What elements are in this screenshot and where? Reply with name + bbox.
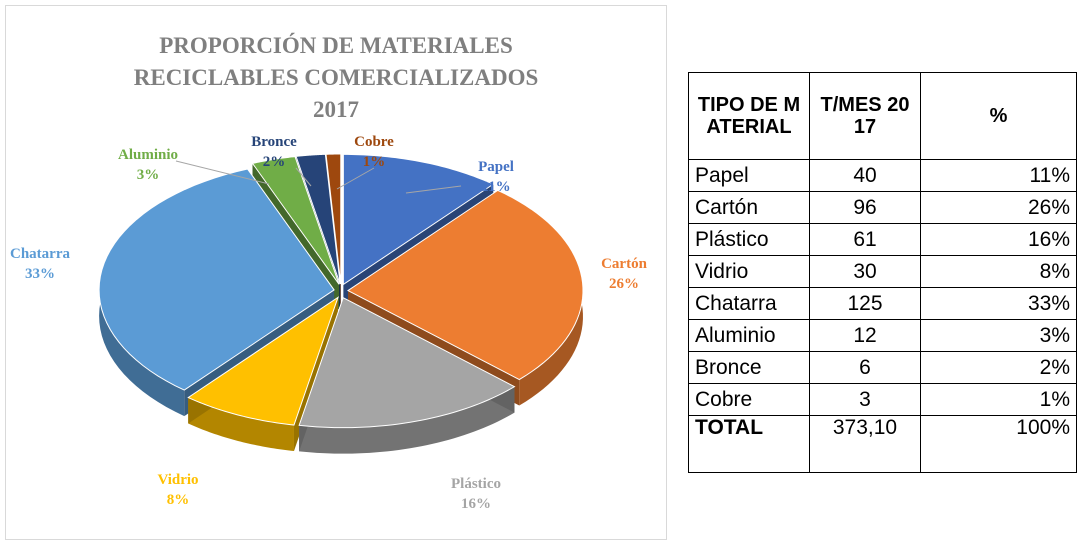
slice [251, 156, 340, 285]
table-cell: 8% [920, 255, 1077, 288]
data-label-value: 1% [363, 154, 386, 170]
table-cell: 61 [809, 223, 921, 256]
table-cell: 33% [920, 287, 1077, 320]
slice [298, 296, 516, 429]
table-row: Vidrio 30 8% [688, 255, 1077, 288]
data-label-name: Papel [478, 159, 514, 175]
table-row: Aluminio 12 3% [688, 319, 1077, 352]
table-cell: Aluminio [688, 319, 810, 352]
chart-area: Papel 11% Cartón 26% Plástico 16% Vidrio 8% Chat… [5, 5, 667, 540]
table-row: Plástico 61 16% [688, 223, 1077, 256]
table-cell: 40 [809, 159, 921, 192]
table-cell: 100% [920, 415, 1077, 473]
data-label-name: Plástico [451, 476, 501, 492]
table-cell: 12 [809, 319, 921, 352]
chart: Papel 11% Cartón 26% Plástico 16% Vidrio 8% Chat… [10, 134, 648, 512]
slice-side [299, 386, 515, 454]
table-row: Papel 40 11% [688, 159, 1077, 192]
header-cell: T/MES 2017 [809, 72, 921, 160]
table-cell: Chatarra [688, 287, 810, 320]
table-cell: 125 [809, 287, 921, 320]
leader-line [295, 167, 312, 187]
data-label-value: 33% [25, 266, 55, 282]
slice [347, 189, 584, 381]
data-label-value: 11% [481, 179, 510, 195]
data-label-name: Vidrio [157, 472, 198, 488]
leader-line [175, 160, 270, 185]
table-cell: 16% [920, 223, 1077, 256]
table-cell: 3 [809, 383, 921, 416]
slice [187, 296, 339, 426]
table-cell: Cobre [688, 383, 810, 416]
table-cell: 1% [920, 383, 1077, 416]
header-cell: % [920, 72, 1077, 160]
table-cell: 96 [809, 191, 921, 224]
table-cell: Bronce [688, 351, 810, 384]
table-cell: 3% [920, 319, 1077, 352]
leader-line [405, 185, 462, 194]
header-cell: TIPO DE MATERIAL [688, 72, 810, 160]
data-label-value: 26% [609, 276, 639, 292]
data-table: TIPO DE MATERIAL T/MES 2017% Papel 40 11% Ca… [688, 72, 1077, 473]
data-label-name: Aluminio [118, 147, 178, 163]
table-row: Bronce 6 2% [688, 351, 1077, 384]
slice [98, 168, 335, 391]
data-label-value: 2% [263, 154, 286, 170]
table-row: TOTAL 373,10 100% [688, 415, 1077, 473]
table-cell: 6 [809, 351, 921, 384]
data-label-name: Cartón [601, 256, 647, 272]
table-row: Chatarra 125 33% [688, 287, 1077, 320]
table-cell: 2% [920, 351, 1077, 384]
data-label-name: Bronce [251, 134, 297, 150]
chart-title: PROPORCIÓN DE MATERIALES RECICLABLES COM… [133, 33, 539, 122]
table-cell: 30 [809, 255, 921, 288]
data-label-value: 8% [167, 492, 190, 508]
table-row: Cobre 3 1% [688, 383, 1077, 416]
leader-line [336, 167, 375, 190]
table-cell: Papel [688, 159, 810, 192]
data-label-name: Chatarra [10, 246, 70, 262]
data-label-value: 16% [461, 496, 491, 512]
header-row: TIPO DE MATERIAL T/MES 2017% [688, 72, 1077, 160]
data-label-value: 3% [137, 167, 160, 183]
slice [325, 153, 342, 285]
table-cell: 11% [920, 159, 1077, 192]
table-cell: Plástico [688, 223, 810, 256]
table-cell: 26% [920, 191, 1077, 224]
table-cell: 373,10 [809, 415, 921, 473]
table-cell: Cartón [688, 191, 810, 224]
data-label-name: Cobre [354, 134, 394, 150]
table-cell: TOTAL [688, 415, 810, 473]
table-row: Cartón 96 26% [688, 191, 1077, 224]
slice-side [188, 397, 294, 452]
table-cell: Vidrio [688, 255, 810, 288]
slice [295, 153, 341, 285]
